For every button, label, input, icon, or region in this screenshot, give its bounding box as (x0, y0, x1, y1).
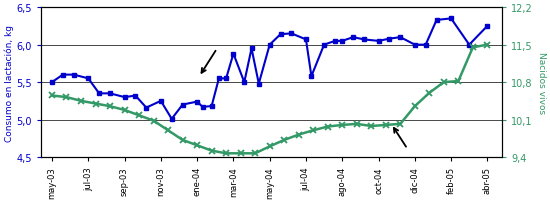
Y-axis label: Consumo en lactación, kg: Consumo en lactación, kg (4, 24, 14, 141)
Y-axis label: Nacidos vivos: Nacidos vivos (537, 52, 546, 114)
